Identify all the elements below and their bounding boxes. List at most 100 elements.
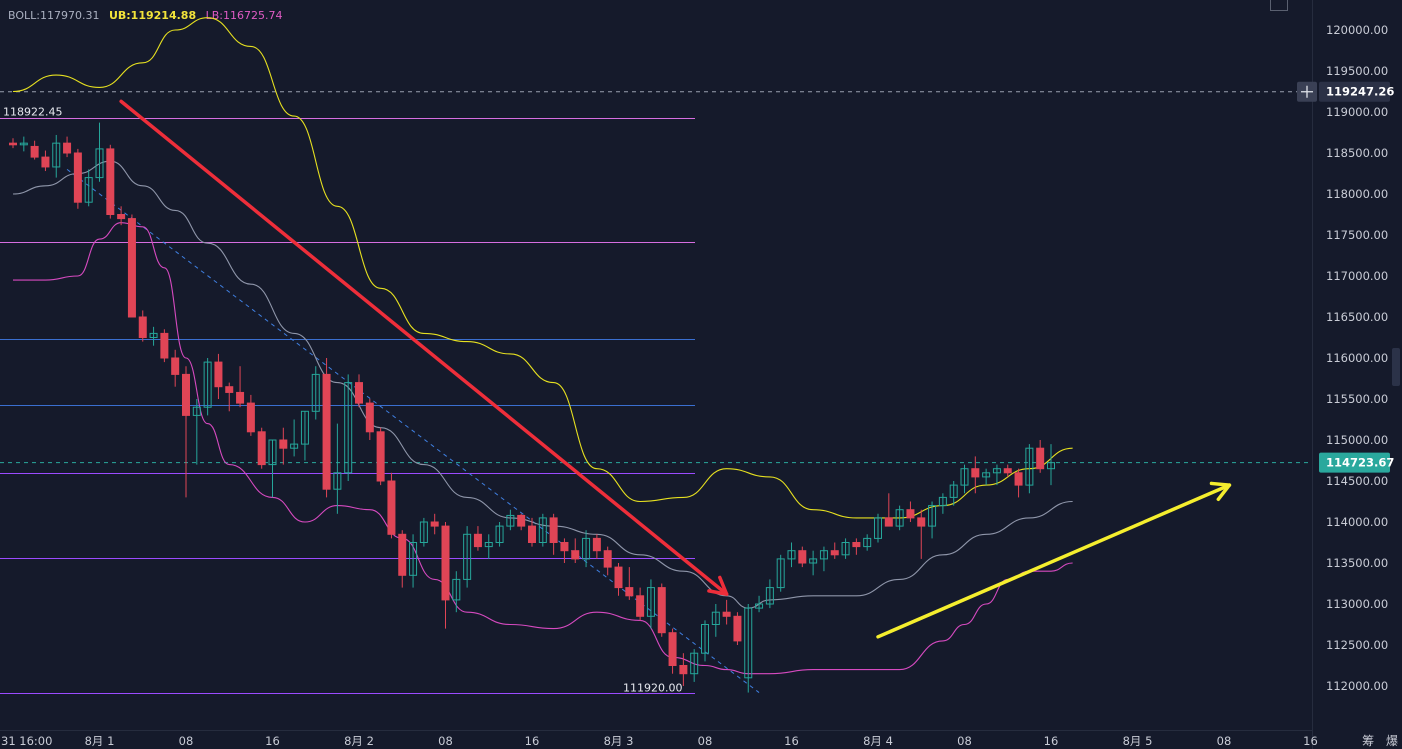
candle-body-31: [344, 382, 353, 474]
candle-body-77: [841, 542, 850, 556]
level-label-0: 118922.45: [3, 106, 63, 119]
chip-label[interactable]: 筹: [1362, 734, 1375, 748]
candle-body-25: [279, 439, 288, 449]
candle-body-55: [603, 550, 612, 568]
current-price-tag: [1319, 452, 1390, 473]
candle-56: [614, 563, 623, 596]
candle-53: [582, 530, 591, 568]
candle-body-51: [560, 542, 569, 552]
candle-body-6: [73, 152, 82, 203]
x-tick-label-2: 08: [179, 734, 194, 748]
candle-body-28: [311, 373, 320, 412]
candle-body-71: [776, 558, 785, 589]
candle-84: [917, 509, 926, 559]
y-tick-label-7: 115500.00: [1326, 392, 1388, 406]
candle-body-78: [852, 542, 861, 548]
candle-49: [538, 513, 547, 547]
y-tick-label-3: 113500.00: [1326, 556, 1388, 570]
candle-body-95: [1036, 447, 1045, 470]
candle-body-18: [203, 361, 212, 408]
candle-17: [192, 399, 201, 465]
candle-body-96: [1047, 462, 1055, 470]
candle-body-26: [290, 443, 299, 449]
y-tick-label-2: 113000.00: [1326, 597, 1388, 611]
side-panel-toggle[interactable]: [1392, 348, 1400, 386]
candle-10: [117, 206, 126, 226]
candle-body-58: [636, 595, 645, 617]
y-tick-label-1: 112500.00: [1326, 638, 1388, 652]
yellow-arrow-head-1: [1209, 481, 1232, 502]
candle-body-60: [657, 587, 666, 634]
indicator-legend: BOLL:117970.31 UB:119214.88 LB:116725.74: [8, 9, 288, 22]
candle-body-54: [592, 537, 601, 552]
candle-body-36: [398, 533, 407, 576]
candle-body-81: [884, 517, 893, 527]
candle-83: [906, 501, 915, 522]
x-tick-label-4: 8月 2: [344, 734, 374, 748]
candle-44: [484, 534, 493, 559]
candle-74: [809, 550, 818, 576]
candle-body-2: [30, 145, 39, 158]
candle-78: [852, 538, 861, 555]
x-tick-label-0: 31 16:00: [1, 734, 52, 748]
candle-65: [711, 604, 720, 637]
candle-body-20: [225, 386, 234, 393]
candle-75: [819, 546, 828, 572]
time-axis: 31 16:00 8月 1 08 16 8月 2 08 16 8月 3 08 16 8月 4 08 16…: [1, 734, 1318, 748]
candle-21: [236, 366, 245, 408]
candle-body-88: [960, 468, 969, 486]
candle-69: [755, 595, 764, 613]
candle-body-7: [84, 177, 93, 203]
y-tick-label-4: 114000.00: [1326, 515, 1388, 529]
candle-59: [646, 579, 655, 629]
candle-68: [744, 604, 753, 693]
y-tick-label-0: 112000.00: [1326, 679, 1388, 693]
candle-body-89: [971, 468, 980, 478]
y-tick-label-5: 114500.00: [1326, 474, 1388, 488]
candle-body-14: [160, 332, 169, 359]
candle-body-69: [755, 603, 764, 609]
candle-body-39: [430, 521, 439, 527]
y-tick-label-9: 116500.00: [1326, 310, 1388, 324]
candle-body-23: [257, 431, 266, 466]
liquidation-label[interactable]: 爆: [1385, 734, 1398, 748]
candle-28: [311, 366, 320, 420]
candle-body-72: [787, 550, 796, 560]
candle-93: [1014, 468, 1023, 498]
x-tick-label-3: 16: [265, 734, 280, 748]
candle-body-57: [625, 587, 634, 597]
candle-body-47: [517, 514, 526, 527]
candle-30: [333, 423, 342, 514]
candle-80: [874, 513, 882, 543]
candle-32: [355, 374, 363, 408]
lb-label: LB:116725.74: [205, 9, 283, 22]
candle-body-34: [376, 431, 385, 482]
candle-2: [30, 140, 39, 160]
candle-96: [1047, 444, 1055, 486]
y-tick-label-16: 120000.00: [1326, 23, 1388, 37]
arrows: [119, 99, 1232, 639]
candle-body-70: [765, 587, 774, 605]
candle-body-35: [387, 480, 396, 535]
restore-icon[interactable]: [1270, 0, 1288, 11]
candle-64: [701, 620, 709, 662]
x-tick-label-8: 08: [698, 734, 713, 748]
candle-8: [95, 122, 104, 182]
candle-57: [625, 567, 634, 600]
candle-13: [149, 326, 158, 346]
candle-26: [290, 419, 299, 457]
candle-body-75: [819, 550, 828, 560]
candle-body-33: [365, 402, 374, 433]
candle-body-30: [333, 472, 342, 490]
candle-body-11: [127, 218, 136, 318]
x-tick-label-15: 16: [1303, 734, 1318, 748]
candle-body-27: [300, 410, 309, 445]
candle-body-52: [571, 550, 580, 560]
candle-body-62: [679, 665, 688, 675]
y-tick-label-6: 115000.00: [1326, 433, 1388, 447]
bollinger-lower-band: [12, 222, 1073, 675]
candle-39: [430, 513, 439, 535]
candle-6: [73, 148, 82, 209]
